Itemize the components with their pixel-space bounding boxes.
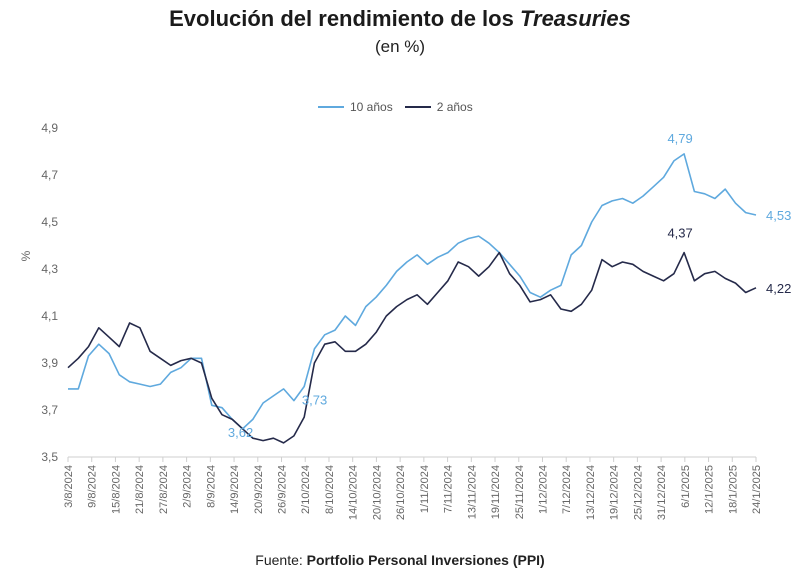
y-tick-label: 4,5 <box>41 215 58 229</box>
y-tick-label: 3,7 <box>41 403 58 417</box>
x-tick-label: 3/8/2024 <box>63 465 75 508</box>
x-tick-label: 15/8/2024 <box>110 465 122 514</box>
data-label: 4,37 <box>667 226 692 241</box>
x-tick-label: 14/9/2024 <box>229 465 241 514</box>
x-tick-label: 13/11/2024 <box>466 465 478 519</box>
series-line-10-anos <box>68 153 757 430</box>
legend-swatch-10-anos <box>318 106 344 108</box>
legend-item-2-anos: 2 años <box>404 100 473 114</box>
legend-label-2-anos: 2 años <box>436 100 473 114</box>
x-tick-label: 27/8/2024 <box>158 465 170 514</box>
x-tick-label: 6/1/2025 <box>680 465 692 508</box>
x-tick-label: 19/11/2024 <box>490 465 502 519</box>
y-tick-label: 4,1 <box>41 309 58 323</box>
x-tick-label: 20/9/2024 <box>253 465 265 514</box>
x-tick-label: 20/10/2024 <box>371 465 383 520</box>
source-name: Portfolio Personal Inversiones (PPI) <box>306 552 545 568</box>
x-tick-label: 2/10/2024 <box>300 465 312 514</box>
y-tick-label: 3,5 <box>41 450 58 464</box>
legend-swatch-2-anos <box>404 106 431 108</box>
x-tick-label: 7/11/2024 <box>443 465 455 513</box>
legend-label-10-anos: 10 años <box>350 100 393 114</box>
source-note: Fuente: Portfolio Personal Inversiones (… <box>0 552 800 568</box>
chart-subtitle: (en %) <box>374 37 426 56</box>
x-tick-label: 18/1/2025 <box>727 465 739 514</box>
y-tick-label: 3,9 <box>41 356 58 370</box>
y-tick-label: 4,9 <box>41 121 58 135</box>
y-axis-label: % <box>19 250 33 261</box>
y-tick-label: 4,3 <box>41 262 58 276</box>
x-tick-label: 21/8/2024 <box>134 465 146 514</box>
x-tick-label: 26/10/2024 <box>395 465 407 520</box>
legend-item-10-anos: 10 años <box>318 100 393 114</box>
x-tick-label: 24/1/2025 <box>751 465 763 514</box>
data-label: 4,79 <box>667 131 692 146</box>
x-tick-label: 14/10/2024 <box>348 465 360 520</box>
y-tick-label: 4,7 <box>41 168 58 182</box>
x-tick-label: 8/9/2024 <box>205 465 217 508</box>
x-tick-label: 13/12/2024 <box>585 465 597 520</box>
x-tick-label: 1/12/2024 <box>537 465 549 514</box>
x-tick-label: 19/12/2024 <box>609 465 621 520</box>
x-tick-label: 1/11/2024 <box>419 465 431 513</box>
x-tick-label: 25/12/2024 <box>632 465 644 520</box>
x-tick-label: 8/10/2024 <box>324 465 336 514</box>
data-label: 4,22 <box>766 281 791 296</box>
x-tick-label: 9/8/2024 <box>87 465 99 508</box>
x-tick-label: 2/9/2024 <box>182 465 194 508</box>
chart-title-emphasis: Treasuries <box>519 6 631 31</box>
x-tick-label: 12/1/2025 <box>704 465 716 514</box>
data-label: 4,53 <box>766 208 791 223</box>
series-line-2-anos <box>67 251 757 444</box>
line-chart: % 3,5 3,7 3,9 4,1 4,3 4,5 4,7 4,9 3/8/2024 9/8/202… <box>19 121 791 520</box>
x-tick-label: 7/12/2024 <box>561 465 573 514</box>
x-tick-label: 26/9/2024 <box>277 465 289 514</box>
source-prefix: Fuente: <box>255 552 307 568</box>
x-tick-label: 31/12/2024 <box>656 465 668 520</box>
chart-legend: 10 años 2 años <box>318 100 473 114</box>
x-tick-label: 25/11/2024 <box>514 465 526 519</box>
chart-title-main: Evolución del rendimiento de los <box>169 6 520 31</box>
data-label: 3,73 <box>302 393 327 408</box>
chart-title: Evolución del rendimiento de los Treasur… <box>0 6 800 32</box>
data-label: 3,62 <box>228 425 253 440</box>
